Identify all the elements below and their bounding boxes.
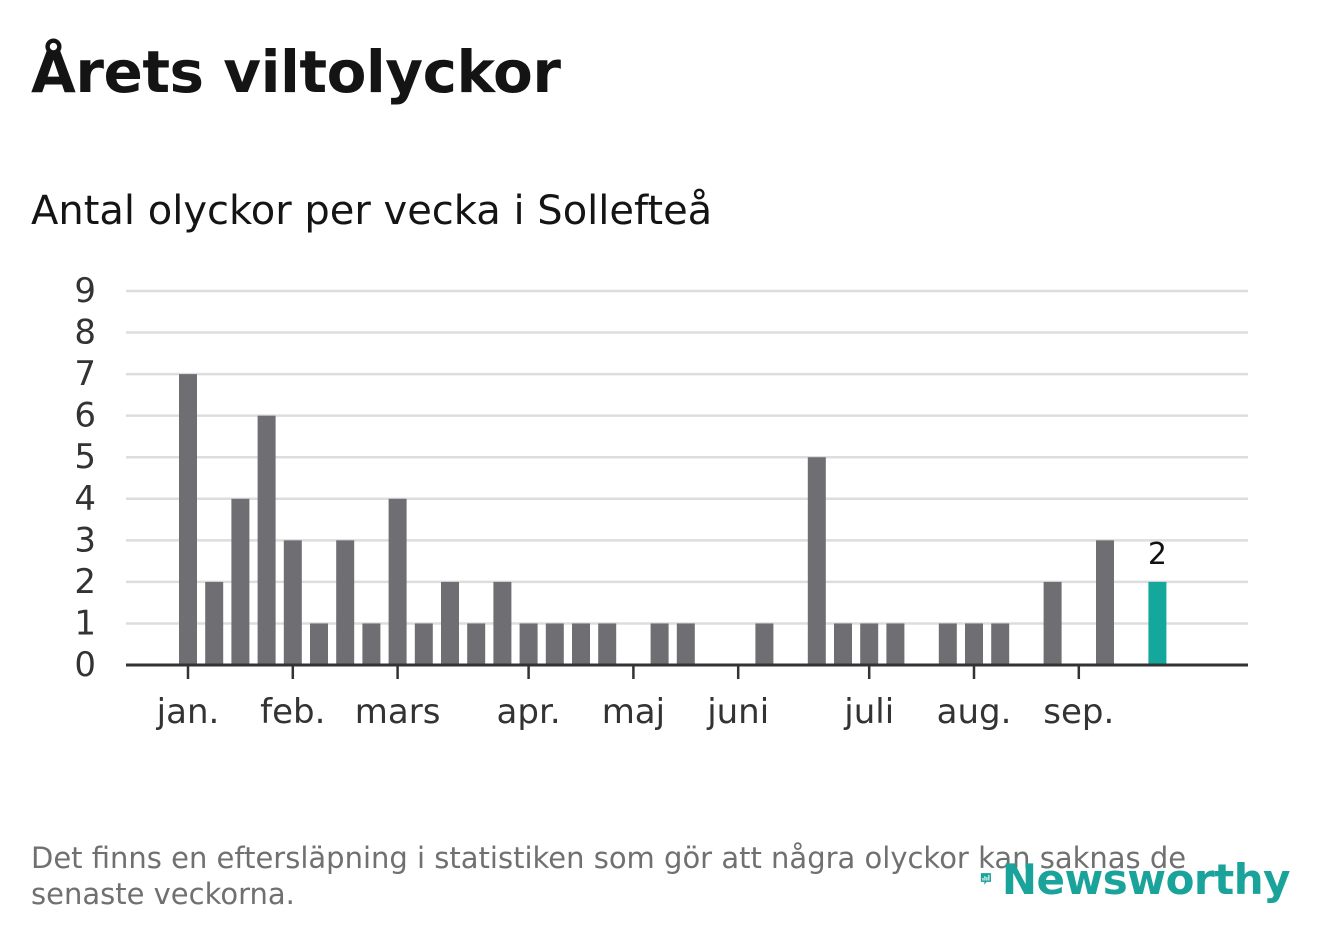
- bar-week-28: [886, 623, 905, 665]
- bar-week-26: [834, 623, 852, 665]
- bar-week-2: [205, 581, 224, 665]
- bar-week-16: [572, 623, 590, 665]
- bar-week-19: [650, 623, 669, 665]
- bar-week-17: [598, 623, 617, 665]
- bar-week-11: [441, 581, 459, 665]
- bar-week-27: [860, 623, 879, 665]
- x-axis: jan. feb. mars apr. maj juni juli aug. sep.: [126, 663, 1248, 732]
- x-tick-label-aug.: aug.: [937, 692, 1012, 732]
- y-tick-label-2: 2: [74, 562, 96, 602]
- bar-week-32: [991, 623, 1010, 665]
- newsworthy-bar-chart-icon: [980, 873, 991, 885]
- y-tick-label-8: 8: [74, 313, 96, 353]
- bar-week-13: [493, 581, 512, 665]
- x-tick-label-maj: maj: [602, 692, 665, 732]
- x-tick-label-apr.: apr.: [497, 692, 561, 732]
- bar-week-9: [388, 498, 407, 665]
- logo-text: Newsworthy: [1001, 854, 1291, 904]
- x-tick-label-juli: juli: [843, 692, 894, 732]
- bar-week-1: [179, 374, 197, 665]
- y-tick-label-7: 7: [74, 354, 96, 394]
- bar-week-20: [676, 623, 695, 665]
- bars: [179, 374, 1167, 665]
- data-labels: 2: [1148, 537, 1167, 572]
- bar-week-6: [310, 623, 328, 665]
- bar-week-25: [807, 457, 826, 665]
- x-tick-label-jan.: jan.: [156, 692, 220, 732]
- bar-week-7: [336, 540, 355, 665]
- x-tick-label-feb.: feb.: [260, 692, 325, 732]
- x-tick-label-juni: juni: [706, 692, 769, 732]
- y-tick-label-4: 4: [74, 479, 96, 519]
- x-tick-label-mars: mars: [355, 692, 441, 732]
- y-tick-label-9: 9: [74, 271, 96, 311]
- footnote: Det finns en eftersläpning i statistiken…: [31, 841, 1187, 911]
- x-tick-label-sep.: sep.: [1043, 692, 1114, 732]
- bar-week-5: [283, 540, 302, 665]
- bar-week-30: [938, 623, 957, 665]
- data-label-highlight: 2: [1148, 537, 1167, 572]
- bar-week-4: [257, 415, 276, 665]
- bar-week-3: [231, 498, 250, 665]
- bar-week-10: [414, 623, 433, 665]
- newsworthy-logo: Newsworthy: [980, 846, 1291, 912]
- chart-title: Årets viltolyckor: [31, 38, 561, 106]
- y-tick-label-1: 1: [74, 603, 96, 643]
- bar-week-31: [965, 623, 983, 665]
- y-tick-label-5: 5: [74, 437, 96, 477]
- bar-week-36: [1096, 540, 1114, 665]
- bar-week-12: [467, 623, 486, 665]
- gridlines: [126, 289, 1248, 625]
- bar-week-14: [519, 623, 538, 665]
- bar-week-15: [545, 623, 564, 665]
- bar-week-38: [1148, 581, 1167, 665]
- chart-subtitle: Antal olyckor per vecka i Sollefteå: [31, 188, 713, 234]
- bar-week-23: [755, 623, 774, 665]
- bar-week-34: [1043, 581, 1062, 665]
- y-tick-label-0: 0: [74, 645, 96, 685]
- y-tick-label-3: 3: [74, 520, 96, 560]
- bar-week-8: [362, 623, 381, 665]
- y-tick-label-6: 6: [74, 396, 96, 436]
